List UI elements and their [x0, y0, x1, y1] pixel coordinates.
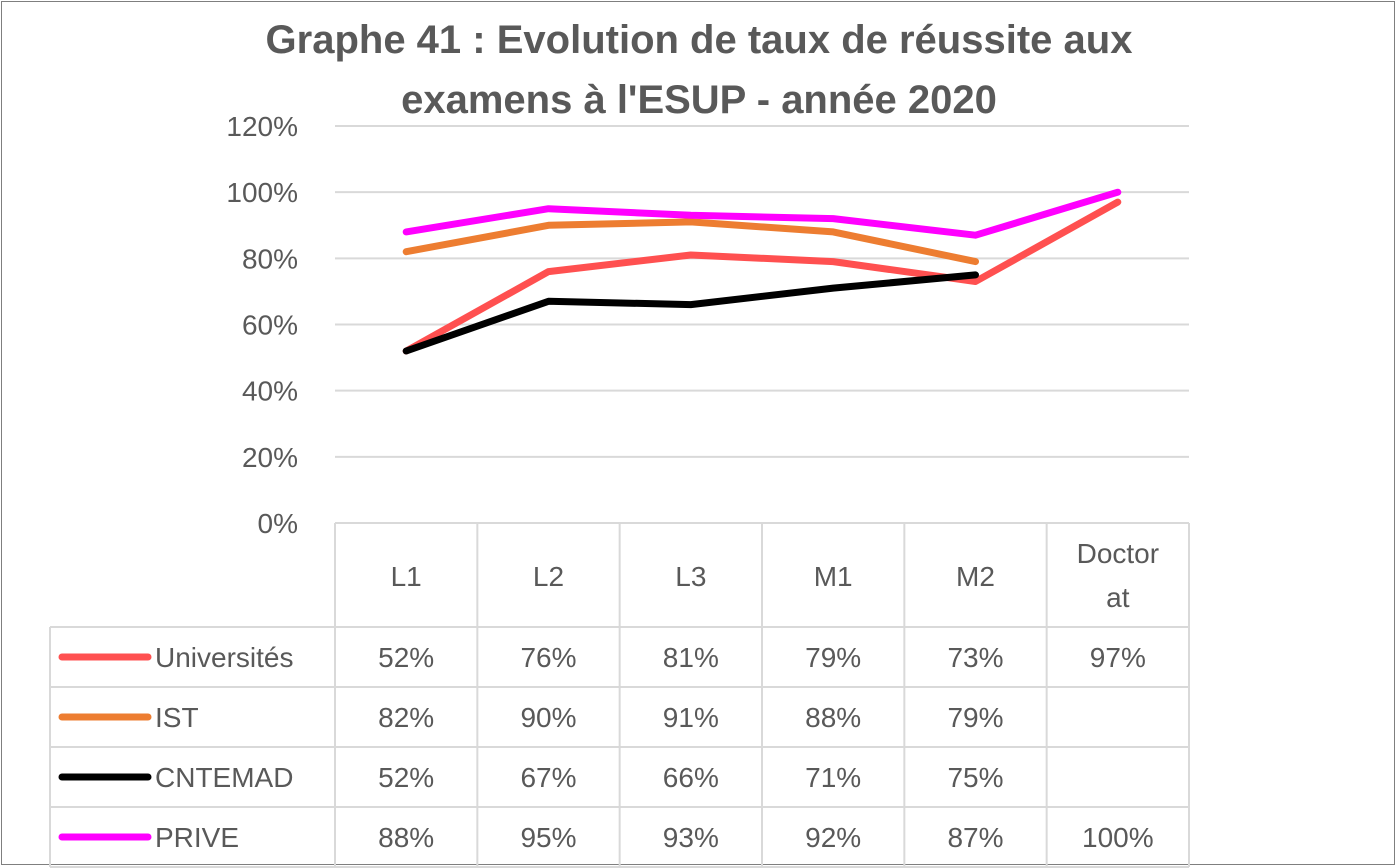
data-label: 93% [663, 822, 719, 853]
data-label: 73% [947, 642, 1003, 673]
category-label: L2 [533, 561, 564, 592]
data-label: 90% [520, 702, 576, 733]
data-label: 52% [378, 642, 434, 673]
category-label: Doctor [1077, 538, 1159, 569]
legend-label: Universités [155, 642, 293, 673]
legend-label: PRIVE [155, 822, 239, 853]
data-label: 71% [805, 762, 861, 793]
y-tick-label: 40% [242, 376, 298, 407]
data-label: 66% [663, 762, 719, 793]
data-label: 52% [378, 762, 434, 793]
y-tick-label: 20% [242, 442, 298, 473]
y-tick-label: 120% [226, 111, 298, 142]
data-label: 67% [520, 762, 576, 793]
data-label: 76% [520, 642, 576, 673]
legend-label: IST [155, 702, 199, 733]
category-label: at [1106, 582, 1130, 613]
chart-title-line-1: Graphe 41 : Evolution de taux de réussit… [265, 18, 1133, 62]
data-label: 88% [805, 702, 861, 733]
data-label: 95% [520, 822, 576, 853]
series-line [402, 188, 1122, 239]
series-line [402, 198, 1122, 355]
data-label: 97% [1090, 642, 1146, 673]
category-label: M1 [814, 561, 853, 592]
data-label: 82% [378, 702, 434, 733]
y-tick-label: 80% [242, 243, 298, 274]
data-label: 91% [663, 702, 719, 733]
data-label: 79% [947, 702, 1003, 733]
data-label: 81% [663, 642, 719, 673]
legend-label: CNTEMAD [155, 762, 293, 793]
data-label: 88% [378, 822, 434, 853]
y-tick-label: 100% [226, 177, 298, 208]
series-line [402, 271, 979, 355]
y-tick-label: 60% [242, 310, 298, 341]
chart-title-line-2: examens à l'ESUP - année 2020 [401, 78, 997, 122]
category-label: L3 [675, 561, 706, 592]
data-label: 75% [947, 762, 1003, 793]
y-tick-label: 0% [258, 508, 298, 539]
category-label: L1 [391, 561, 422, 592]
data-label: 79% [805, 642, 861, 673]
data-label: 100% [1082, 822, 1154, 853]
data-label: 92% [805, 822, 861, 853]
data-label: 87% [947, 822, 1003, 853]
series-line [402, 218, 979, 266]
category-label: M2 [956, 561, 995, 592]
